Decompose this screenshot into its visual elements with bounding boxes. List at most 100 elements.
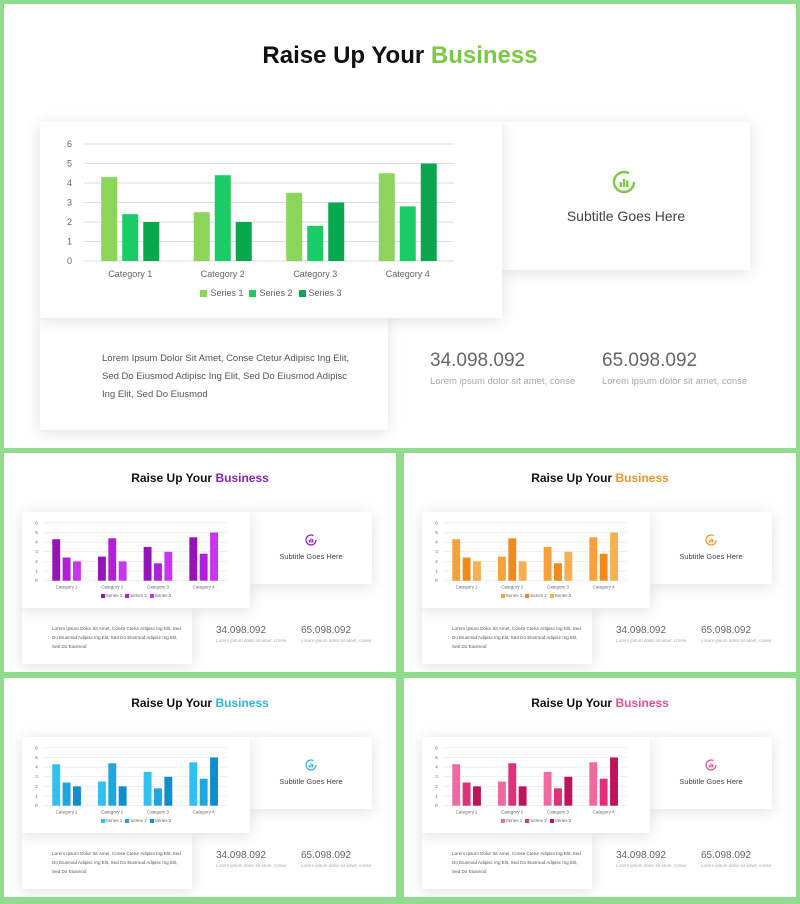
title-prefix: Raise Up Your (262, 42, 425, 69)
stat-label: Lorem ipsum dolor sit amet, conse (301, 863, 372, 868)
bar (164, 776, 173, 806)
legend-item: Series 3 (549, 593, 571, 598)
legend-label: Series 2 (530, 818, 547, 823)
legend-item: Series 1 (100, 818, 123, 823)
x-tick-label: Category 4 (593, 585, 615, 590)
legend-label: Series 3 (308, 288, 342, 298)
bar (378, 173, 395, 261)
bar (73, 786, 81, 806)
legend-item: Series 2 (525, 593, 547, 598)
bar (508, 538, 517, 581)
bar (118, 561, 127, 581)
legend-item: Series 3 (549, 818, 571, 823)
bar (307, 225, 324, 261)
chart-badge-icon (305, 759, 317, 771)
x-tick-label: Category 3 (547, 585, 569, 590)
bar (52, 764, 61, 806)
bar (118, 786, 127, 806)
legend-swatch (549, 593, 554, 598)
y-tick-label: 5 (67, 159, 72, 169)
stat-value: 34.098.092 (616, 850, 667, 861)
stat-label: Lorem ipsum dolor sit amet, conse (216, 638, 287, 643)
bar (473, 786, 481, 806)
bar (497, 781, 506, 806)
chart-legend: Series 1 Series 2 Series 3 (22, 818, 250, 823)
bar (610, 532, 618, 581)
bar (154, 563, 162, 581)
text-card: Lorem Ipsum Dolor Sit Amet, Conse Ctetur… (22, 833, 192, 889)
subtitle-text: Subtitle Goes Here (566, 208, 686, 224)
x-tick-label: Category 2 (201, 269, 245, 279)
y-tick-label: 4 (435, 540, 438, 545)
bar (452, 539, 461, 581)
subtitle-text: Subtitle Goes Here (279, 777, 343, 786)
subtitle-card: Subtitle Goes Here (250, 737, 372, 809)
y-tick-label: 0 (67, 256, 72, 266)
y-tick-label: 1 (35, 569, 38, 574)
bar (193, 212, 210, 261)
x-tick-label: Category 3 (147, 810, 169, 815)
bar (199, 778, 208, 806)
bar (473, 561, 481, 581)
stat-value: 65.098.092 (301, 625, 352, 636)
chart-badge-icon (705, 534, 717, 546)
lorem-text: Lorem Ipsum Dolor Sit Amet, Conse Ctetur… (452, 851, 581, 874)
lorem-text: Lorem Ipsum Dolor Sit Amet, Conse Ctetur… (52, 626, 181, 649)
x-tick-label: Category 1 (56, 810, 78, 815)
bar-chart: 0 1 2 3 4 5 6 Category 1 Category 2 Category 3 Cat… (435, 745, 627, 815)
bar (589, 762, 598, 806)
bar (554, 788, 562, 806)
bar (235, 222, 252, 261)
slide-green: Raise Up Your Business 0 1 2 3 4 5 6 Category 1… (4, 4, 796, 448)
bar (462, 782, 471, 806)
stat-label: Lorem ipsum dolor sit amet, conse (430, 376, 576, 387)
stat-1: 34.098.092 Lorem ipsum dolor sit amet, c… (216, 625, 286, 643)
legend-swatch (500, 818, 505, 823)
stat-2: 65.098.092 Lorem ipsum dolor sit amet, c… (701, 625, 771, 643)
subtitle-text: Subtitle Goes Here (679, 552, 743, 561)
bar (554, 563, 562, 581)
y-tick-label: 5 (435, 530, 438, 535)
legend-item: Series 1 (200, 288, 243, 298)
chart-badge-icon (612, 170, 636, 194)
bar-chart: 0 1 2 3 4 5 6 Category 1 Category 2 Category 3 Cat… (35, 745, 227, 815)
chart-card: 0 1 2 3 4 5 6 Category 1 Category 2 Category 3 Cat… (422, 737, 650, 833)
bar (599, 553, 608, 581)
bar (497, 556, 506, 581)
chart-legend: Series 1 Series 2 Series 3 (422, 818, 650, 823)
legend-item: Series 3 (149, 818, 171, 823)
legend-label: Series 2 (130, 593, 147, 598)
y-tick-label: 5 (435, 755, 438, 760)
bar (189, 762, 198, 806)
bar (210, 757, 218, 806)
slide-title: Raise Up Your Business (4, 471, 396, 485)
title-highlight: Business (430, 42, 538, 69)
title-highlight: Business (615, 471, 669, 485)
title-prefix: Raise Up Your (131, 696, 213, 710)
legend-label: Series 1 (105, 818, 123, 823)
bar (214, 175, 231, 261)
y-tick-label: 6 (67, 139, 72, 149)
bar (518, 561, 527, 581)
legend-swatch (125, 818, 130, 823)
bar (589, 537, 598, 581)
subtitle-card: Subtitle Goes Here (502, 122, 750, 270)
legend-swatch (125, 593, 130, 598)
bar (210, 532, 218, 581)
x-tick-label: Category 1 (108, 269, 152, 279)
y-tick-label: 1 (435, 794, 438, 799)
slide-purple: Raise Up Your Business 0 1 2 3 4 5 6 Category 1… (4, 453, 396, 672)
stat-value: 34.098.092 (430, 350, 526, 371)
stat-value: 65.098.092 (301, 850, 352, 861)
stat-label: Lorem ipsum dolor sit amet, conse (301, 638, 372, 643)
y-tick-label: 4 (35, 540, 38, 545)
text-card: Lorem Ipsum Dolor Sit Amet, Conse Ctetur… (40, 318, 388, 430)
bar (73, 561, 81, 581)
legend-label: Series 1 (505, 593, 523, 598)
x-tick-label: Category 1 (456, 585, 478, 590)
chart-badge-icon (705, 759, 717, 771)
y-tick-label: 3 (35, 774, 38, 779)
slide-orange: Raise Up Your Business 0 1 2 3 4 5 6 Category 1… (404, 453, 796, 672)
legend-label: Series 3 (154, 593, 172, 598)
stat-label: Lorem ipsum dolor sit amet, conse (602, 376, 748, 387)
